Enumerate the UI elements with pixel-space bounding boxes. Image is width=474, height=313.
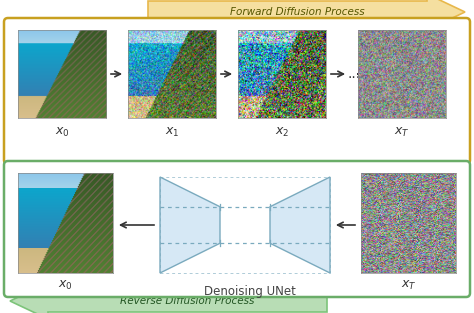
Text: $x_T$: $x_T$ [401, 279, 416, 291]
Text: $x_0$: $x_0$ [55, 126, 69, 139]
Text: Denoising UNet: Denoising UNet [204, 285, 296, 297]
Polygon shape [160, 177, 220, 273]
Text: $x_1$: $x_1$ [165, 126, 179, 139]
Text: Forward Diffusion Process: Forward Diffusion Process [230, 7, 365, 17]
Polygon shape [270, 177, 330, 273]
Text: $x_0$: $x_0$ [58, 279, 73, 291]
FancyBboxPatch shape [4, 18, 470, 164]
Polygon shape [148, 0, 465, 30]
FancyBboxPatch shape [4, 161, 470, 297]
Polygon shape [10, 283, 327, 313]
Text: Reverse Diffusion Process: Reverse Diffusion Process [120, 296, 255, 306]
Text: $x_2$: $x_2$ [275, 126, 289, 139]
Text: $x_T$: $x_T$ [394, 126, 410, 139]
Text: ...: ... [347, 67, 361, 81]
